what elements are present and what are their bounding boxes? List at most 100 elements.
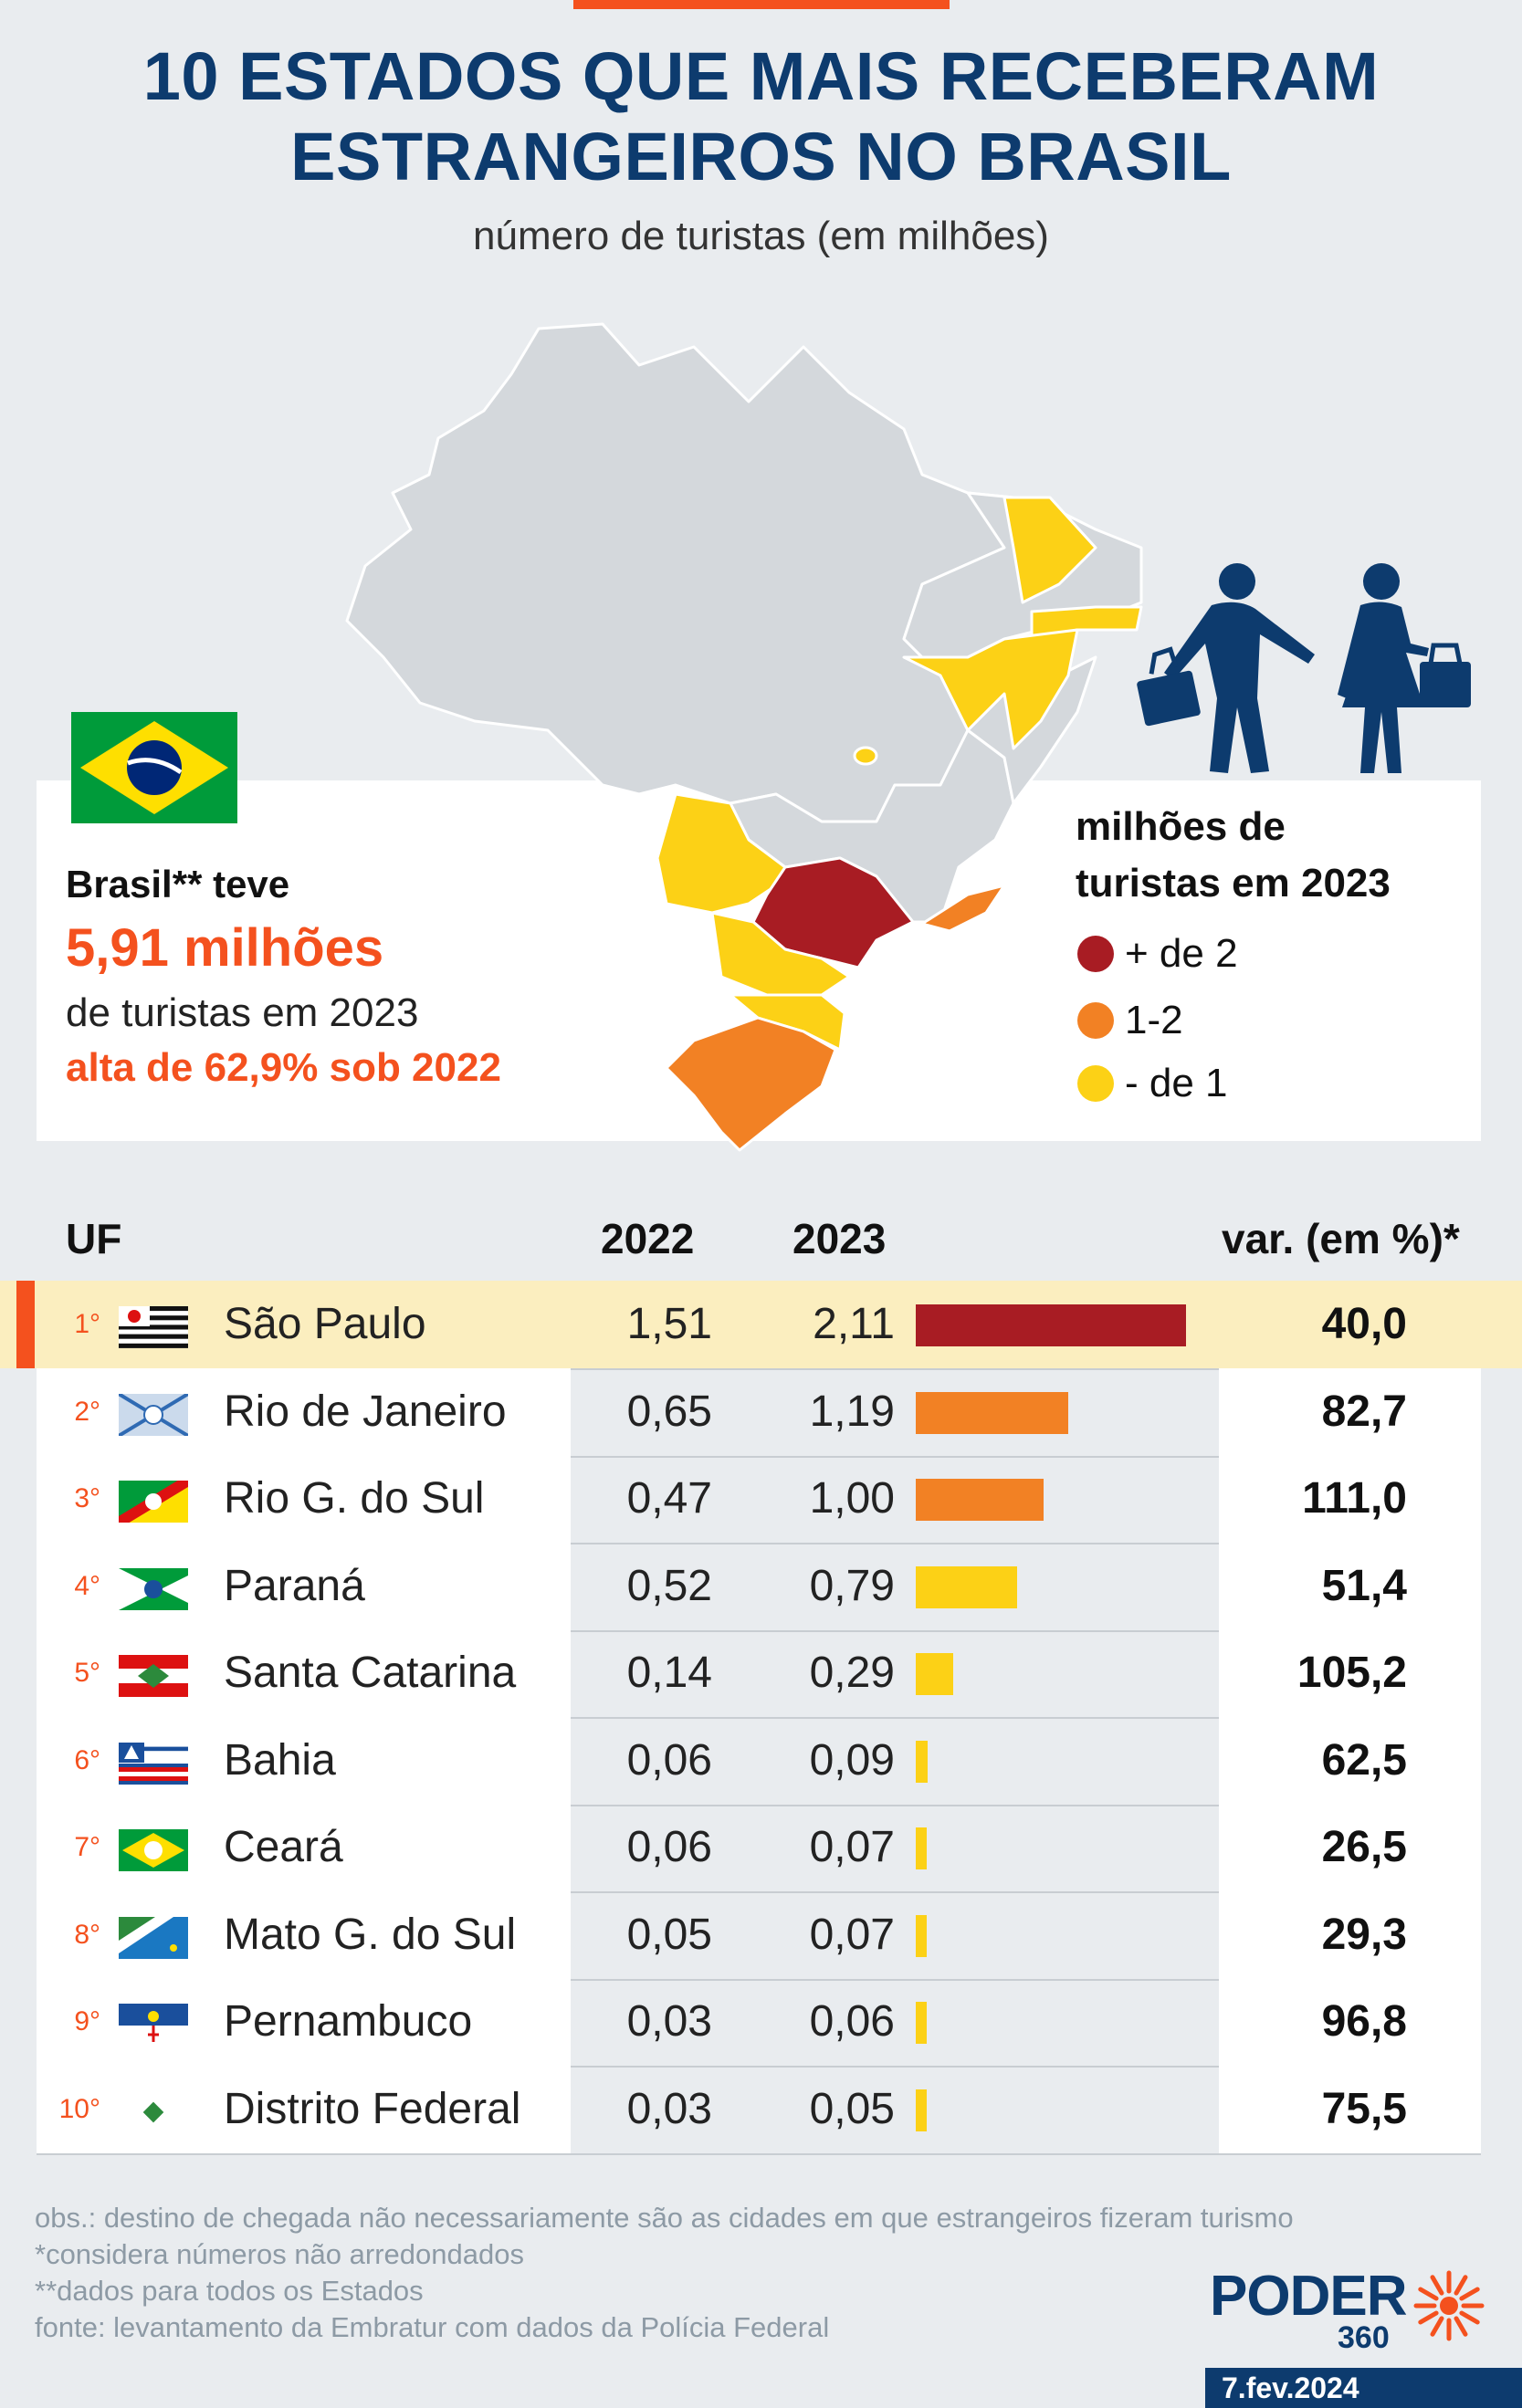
state-flag-icon bbox=[119, 1655, 188, 1697]
state-name: Santa Catarina bbox=[224, 1649, 517, 1697]
bar-2023 bbox=[916, 1565, 1017, 1608]
legend-item-1-2: 1-2 bbox=[1077, 998, 1183, 1043]
rank-label: 9° bbox=[74, 2006, 100, 2036]
variation-value: 75,5 bbox=[1321, 2084, 1407, 2133]
bar-2023 bbox=[916, 1479, 1044, 1521]
state-flag-icon bbox=[119, 1742, 188, 1785]
bar-2023 bbox=[916, 2089, 927, 2131]
row-divider bbox=[37, 1805, 1481, 1806]
legend-dot-dark-red bbox=[1077, 936, 1114, 972]
row-var-cell bbox=[1219, 2065, 1481, 2153]
state-flag-icon bbox=[119, 1567, 188, 1610]
brasil-summary-line3: de turistas em 2023 bbox=[66, 990, 419, 1035]
footnotes: obs.: destino de chegada não necessariam… bbox=[35, 2200, 1294, 2346]
map-state-ceara bbox=[1002, 496, 1097, 604]
value-2022: 0,65 bbox=[626, 1387, 712, 1436]
brasil-summary-total: 5,91 milhões bbox=[66, 918, 384, 978]
variation-value: 40,0 bbox=[1321, 1300, 1407, 1348]
state-flag-icon bbox=[119, 1393, 188, 1436]
bar-2023 bbox=[916, 1914, 927, 1957]
note-rounding: *considera números não arredondados bbox=[35, 2238, 524, 2270]
variation-value: 51,4 bbox=[1321, 1561, 1407, 1610]
map-state-sp bbox=[751, 856, 915, 969]
row-var-cell bbox=[1219, 1542, 1481, 1630]
row-divider bbox=[37, 1543, 1481, 1544]
publish-date: 7.fev.2024 bbox=[1205, 2368, 1522, 2408]
bar-2023 bbox=[916, 1653, 953, 1695]
rank-label: 6° bbox=[74, 1744, 100, 1775]
title-line-2: ESTRANGEIROS NO BRASIL bbox=[290, 119, 1232, 194]
rank-label: 7° bbox=[74, 1832, 100, 1862]
legend-title-line2: turistas em 2023 bbox=[1076, 861, 1391, 906]
bar-2023 bbox=[916, 2002, 927, 2044]
table-row: 8° Mato G. do Sul 0,05 0,07 29,3 bbox=[0, 1890, 1522, 1979]
table-row: 5° Santa Catarina 0,14 0,29 105,2 bbox=[0, 1629, 1522, 1717]
rank-label: 5° bbox=[74, 1658, 100, 1688]
value-2022: 0,03 bbox=[626, 2084, 712, 2133]
map-state-rj bbox=[920, 884, 1006, 933]
table-row: 2° Rio de Janeiro 0,65 1,19 82,7 bbox=[0, 1367, 1522, 1456]
state-name: Rio G. do Sul bbox=[224, 1474, 485, 1523]
state-flag-icon bbox=[119, 1481, 188, 1523]
rank-label: 8° bbox=[74, 1919, 100, 1950]
table-row: 3° Rio G. do Sul 0,47 1,00 111,0 bbox=[0, 1455, 1522, 1543]
value-2023: 2,11 bbox=[813, 1300, 895, 1348]
col-header-2023: 2023 bbox=[792, 1215, 887, 1262]
variation-value: 96,8 bbox=[1321, 1997, 1407, 2046]
rank-label: 10° bbox=[58, 2093, 100, 2124]
value-2023: 0,07 bbox=[809, 1823, 895, 1871]
legend-title-line1: milhões de bbox=[1076, 804, 1286, 849]
variation-value: 62,5 bbox=[1321, 1735, 1407, 1785]
value-2022: 0,03 bbox=[626, 1997, 712, 2046]
state-name: Rio de Janeiro bbox=[224, 1387, 507, 1436]
state-flag-icon bbox=[119, 1916, 188, 1959]
value-2022: 0,06 bbox=[626, 1823, 712, 1871]
note-obs: obs.: destino de chegada não necessariam… bbox=[35, 2202, 1294, 2234]
row-var-cell bbox=[1219, 1890, 1481, 1979]
rank-label: 3° bbox=[74, 1483, 100, 1513]
value-2022: 1,51 bbox=[626, 1300, 712, 1348]
sunburst-icon bbox=[1413, 2270, 1485, 2341]
table-row: 10° Distrito Federal 0,03 0,05 75,5 bbox=[0, 2065, 1522, 2153]
variation-value: 105,2 bbox=[1296, 1649, 1407, 1697]
map-state-df bbox=[853, 746, 878, 766]
value-2022: 0,05 bbox=[626, 1910, 712, 1959]
legend-title: milhões de turistas em 2023 bbox=[1076, 799, 1459, 912]
note-states: **dados para todos os Estados bbox=[35, 2275, 424, 2307]
rank-label: 1° bbox=[74, 1309, 100, 1339]
row-divider bbox=[37, 2153, 1481, 2155]
row-var-cell bbox=[1219, 1716, 1481, 1805]
table-row: 9° Pernambuco 0,03 0,06 96,8 bbox=[0, 1978, 1522, 2066]
logo-wordmark: PODER bbox=[1210, 2265, 1407, 2328]
state-name: Bahia bbox=[224, 1735, 336, 1785]
table-row: 7° Ceará 0,06 0,07 26,5 bbox=[0, 1804, 1522, 1891]
rank-label: 2° bbox=[74, 1396, 100, 1427]
poder360-logo: PODER 360 bbox=[1210, 2264, 1485, 2364]
state-name: Pernambuco bbox=[224, 1997, 473, 2046]
row-var-cell bbox=[1219, 1978, 1481, 2066]
note-source: fonte: levantamento da Embratur com dado… bbox=[35, 2311, 830, 2343]
row-highlight-accent bbox=[16, 1281, 35, 1368]
table-row: 6° Bahia 0,06 0,09 62,5 bbox=[0, 1716, 1522, 1805]
value-2022: 0,47 bbox=[626, 1474, 712, 1523]
col-header-2022: 2022 bbox=[601, 1215, 695, 1262]
value-2023: 0,06 bbox=[809, 1997, 895, 2046]
variation-value: 111,0 bbox=[1302, 1474, 1407, 1523]
map-state-ms bbox=[656, 792, 787, 915]
legend-item-less-than-1: - de 1 bbox=[1077, 1061, 1228, 1106]
title-line-1: 10 ESTADOS QUE MAIS RECEBERAM bbox=[142, 38, 1380, 114]
row-var-cell bbox=[1219, 1455, 1481, 1543]
state-name: Ceará bbox=[224, 1823, 343, 1871]
value-2022: 0,06 bbox=[626, 1735, 712, 1785]
page-title: 10 ESTADOS QUE MAIS RECEBERAM ESTRANGEIR… bbox=[0, 37, 1522, 197]
map-state-pr bbox=[710, 911, 851, 997]
col-header-uf: UF bbox=[66, 1215, 122, 1262]
legend-label: 1-2 bbox=[1125, 998, 1183, 1042]
legend-label: + de 2 bbox=[1125, 931, 1238, 976]
state-name: São Paulo bbox=[224, 1300, 426, 1348]
brazil-map bbox=[345, 322, 1143, 1152]
state-name: Distrito Federal bbox=[224, 2084, 521, 2133]
legend-dot-orange bbox=[1077, 1002, 1114, 1039]
variation-value: 82,7 bbox=[1321, 1387, 1407, 1436]
row-var-cell bbox=[1219, 1629, 1481, 1717]
